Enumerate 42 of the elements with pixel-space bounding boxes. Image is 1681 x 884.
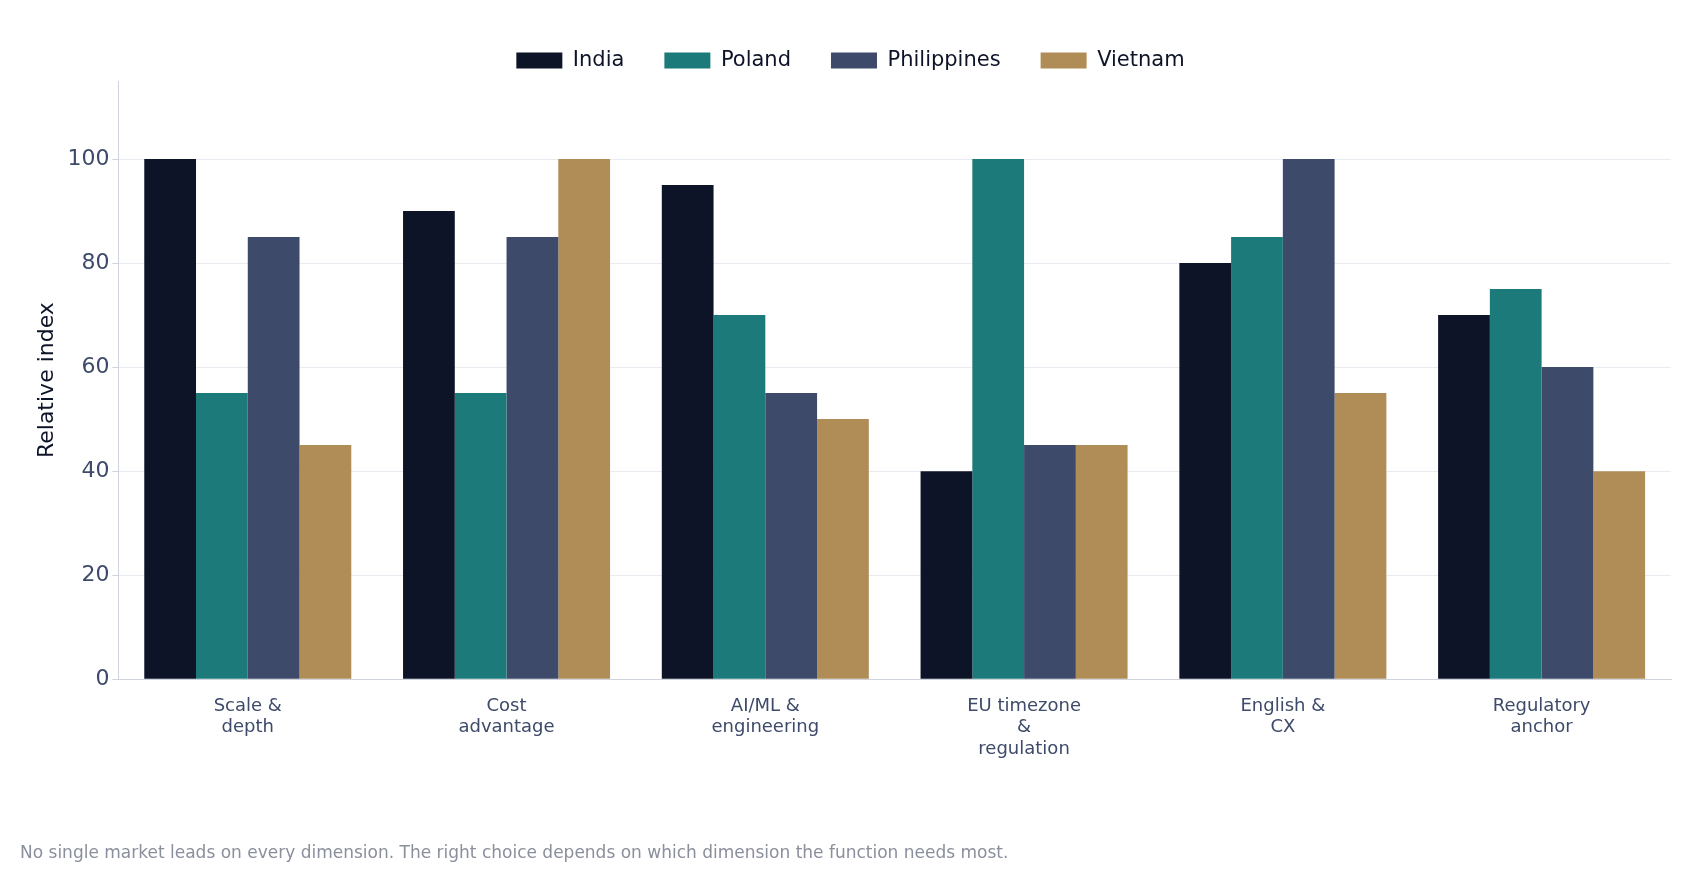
y-tick-label: 40	[81, 456, 110, 482]
bar	[1179, 263, 1232, 679]
bar	[817, 419, 869, 679]
y-tick-label: 100	[67, 144, 110, 170]
legend-label: Vietnam	[1097, 46, 1185, 71]
bar	[1541, 367, 1594, 679]
bar	[1438, 315, 1490, 679]
legend-label: Philippines	[887, 46, 1001, 71]
x-tick-label: EU timezone & regulation	[967, 693, 1082, 758]
y-tick-label: 20	[81, 560, 110, 586]
bar	[1593, 471, 1646, 679]
bar	[1075, 445, 1128, 679]
bar	[247, 237, 300, 679]
bar	[1334, 393, 1387, 679]
bar	[403, 211, 455, 679]
bar	[299, 445, 352, 679]
bar	[558, 159, 611, 679]
bar	[506, 237, 559, 679]
x-tick-label: Scale & depth	[213, 693, 282, 737]
y-tick-label: 80	[81, 248, 110, 274]
bar	[144, 159, 197, 679]
y-tick-label: 60	[81, 352, 110, 378]
x-tick-label: English & CX	[1240, 693, 1326, 737]
legend-label: India	[572, 46, 625, 71]
x-tick-label: Cost advantage	[458, 693, 555, 737]
bar	[196, 393, 248, 679]
bar	[713, 315, 766, 679]
y-axis-title: Relative index	[32, 302, 58, 459]
bar	[1282, 159, 1335, 679]
bar	[1024, 445, 1076, 679]
x-tick-label: Regulatory anchor	[1492, 693, 1591, 737]
y-tick-label: 0	[95, 664, 110, 690]
text: No single market leads on every dimension. The right choice depends on which dimension the function needs most.	[20, 842, 1009, 862]
x-tick-label: AI/ML & engineering	[711, 693, 820, 737]
bar	[972, 159, 1025, 679]
bar	[454, 393, 507, 679]
bar	[1489, 289, 1542, 679]
bar	[1231, 237, 1283, 679]
legend-label: Poland	[720, 46, 791, 71]
bar	[765, 393, 818, 679]
bar	[920, 471, 973, 679]
bar	[661, 185, 714, 679]
